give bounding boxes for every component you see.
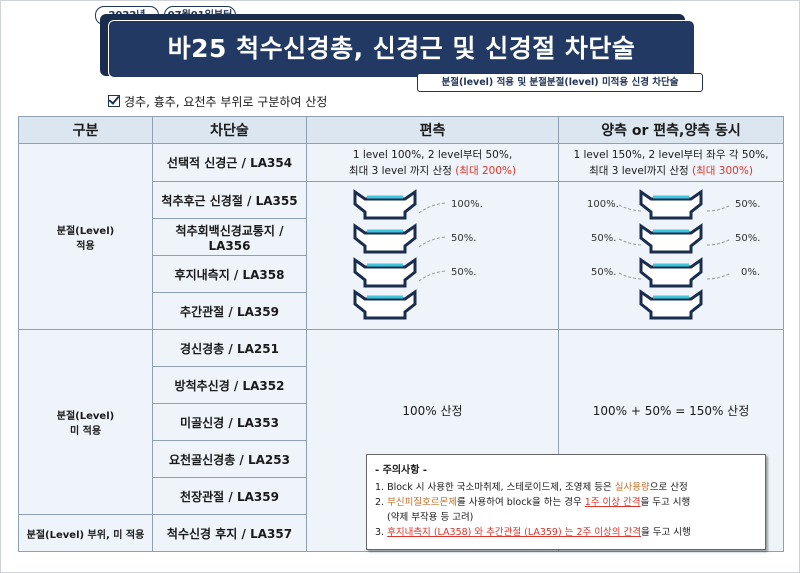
method-cell: 척추회백신경교통지 / LA356 bbox=[152, 218, 307, 256]
pct-label-right: 0%. bbox=[741, 267, 760, 278]
group-level-applied: 분절(Level) 적용 bbox=[18, 143, 153, 330]
subtitle-box: 분절(level) 적용 및 분절분절(level) 미적용 신경 차단술 bbox=[417, 73, 703, 92]
method-cell: 천장관절 / LA359 bbox=[152, 477, 307, 515]
vertebra-icon bbox=[353, 288, 417, 319]
caution-text: 을 두고 시행 bbox=[640, 497, 691, 508]
table-row: 척추회백신경교통지 / LA356 bbox=[19, 218, 784, 256]
header-method: 차단술 bbox=[152, 116, 307, 144]
caution-item-2-sub: (약제 부작용 등 고려) bbox=[387, 512, 474, 523]
group-label-sub: 미 적용 bbox=[69, 426, 102, 437]
caution-text: 을 두고 시행 bbox=[641, 527, 691, 538]
table-row: 미골신경 / LA353 bbox=[19, 403, 784, 441]
rule-line1: 1 level 150%, 2 level부터 좌우 각 50%, bbox=[573, 148, 769, 161]
rule-line1: 1 level 100%, 2 level부터 50%, bbox=[352, 148, 513, 161]
pointer-line bbox=[706, 204, 732, 211]
title-banner: 바25 척수신경총, 신경근 및 신경절 차단술 bbox=[108, 20, 695, 78]
bilateral-spine-diagram: 100%. 50%. 50%. 50%. 50%. 0%. bbox=[558, 181, 784, 330]
pct-label: 50%. bbox=[451, 267, 476, 278]
table-header-row: 구분 차단술 편측 양측 or 편측,양측 동시 bbox=[18, 116, 784, 144]
bilateral-rule: 1 level 150%, 2 level부터 좌우 각 50%, 최대 3 l… bbox=[558, 143, 784, 182]
pct-label: 50%. bbox=[451, 233, 476, 244]
table-row: 분절(Level) 적용 선택적 신경근 / LA354 1 level 100… bbox=[18, 143, 784, 330]
caution-highlight: 부신피질호르몬제 bbox=[387, 497, 458, 508]
vertebra-icon bbox=[353, 222, 417, 253]
vertebra-icon bbox=[639, 256, 703, 287]
caution-highlight: 1주 이상 간격 bbox=[584, 497, 641, 508]
caution-text: 으로 산정 bbox=[649, 482, 688, 493]
unilateral-rule: 1 level 100%, 2 level부터 50%, 최대 3 level … bbox=[306, 143, 559, 182]
unilateral-spine-diagram: 100%. 50%. 50%. bbox=[306, 181, 559, 330]
group-level-not-applied: 분절(Level) 미 적용 bbox=[18, 329, 153, 515]
method-cell: 척수신경 후지 / LA357 bbox=[152, 514, 307, 552]
pointer-line bbox=[418, 236, 446, 247]
header-unilateral: 편측 bbox=[306, 116, 559, 144]
method-cell: 경신경총 / LA251 bbox=[152, 329, 307, 367]
bilateral-nolevel-text: 100% + 50% = 150% 산정 bbox=[592, 404, 750, 418]
vertebra-icon bbox=[639, 288, 703, 319]
pct-label: 100%. bbox=[451, 199, 483, 210]
pointer-line bbox=[706, 272, 732, 279]
vertebra-icon bbox=[639, 188, 703, 219]
caution-text: 2. bbox=[375, 497, 388, 508]
group-label-sub: 적용 bbox=[76, 240, 95, 252]
spine-svg-unilateral: 100%. 50%. 50%. bbox=[353, 188, 483, 319]
pct-label-left: 50%. bbox=[591, 233, 616, 244]
table-row: 천장관절 / LA359 bbox=[19, 477, 784, 515]
caution-item-2: 2. 부신피질호르몬제를 사용하여 block을 하는 경우 1주 이상 간격을… bbox=[375, 495, 757, 510]
rule-max: (최대 200%) bbox=[455, 164, 517, 177]
caution-item-3: 3. 후지내측지 (LA358) 와 추간관절 (LA359) 는 2주 이상의… bbox=[375, 525, 757, 540]
table-row: 후지내측지 / LA358 bbox=[19, 255, 784, 293]
vertebra-icon bbox=[639, 222, 703, 253]
pct-label-left: 50%. bbox=[591, 267, 616, 278]
method-cell: 미골신경 / LA353 bbox=[152, 403, 307, 441]
table-row: 척추후근 신경절 / LA355 bbox=[19, 181, 784, 330]
group-label: 분절(Level) bbox=[56, 225, 115, 237]
scope-note: 경추, 흉추, 요천추 부위로 구분하여 산정 bbox=[108, 93, 327, 110]
caution-title: - 주의사항 - bbox=[375, 465, 428, 476]
method-cell: 척추후근 신경절 / LA355 bbox=[152, 181, 307, 219]
table-row: 요천골신경총 / LA253 bbox=[19, 440, 784, 478]
method-cell: 선택적 신경근 / LA354 bbox=[152, 143, 307, 182]
header-category: 구분 bbox=[18, 116, 153, 144]
table-row: 분절(Level) 부위, 미 적용 척수신경 후지 / LA357 bbox=[18, 514, 784, 552]
pct-label-right: 50%. bbox=[735, 199, 760, 210]
pointer-line bbox=[418, 270, 446, 281]
caution-text: 1. Block 시 사용한 국소마취제, 스테로이드제, 조영제 등은 bbox=[375, 482, 615, 493]
rule-line2: 최대 3 level 까지 산정 bbox=[348, 164, 456, 177]
vertebra-icon bbox=[353, 256, 417, 287]
checkbox-icon bbox=[108, 95, 120, 107]
caution-highlight: 후지내측지 (LA358) 와 추간관절 (LA359) 는 2주 이상의 간격 bbox=[387, 527, 641, 538]
caution-item-1: 1. Block 시 사용한 국소마취제, 스테로이드제, 조영제 등은 실사용… bbox=[375, 480, 757, 495]
unilateral-nolevel-text: 100% 산정 bbox=[402, 404, 463, 418]
caution-box: - 주의사항 - 1. Block 시 사용한 국소마취제, 스테로이드제, 조… bbox=[366, 454, 766, 550]
spine-svg-bilateral: 100%. 50%. 50%. 50%. 50%. 0%. bbox=[587, 188, 760, 319]
method-cell: 요천골신경총 / LA253 bbox=[152, 440, 307, 478]
header-bilateral: 양측 or 편측,양측 동시 bbox=[558, 116, 784, 144]
group-label: 분절(Level) bbox=[56, 411, 115, 422]
pointer-line bbox=[418, 202, 446, 213]
scope-note-text: 경추, 흉추, 요천추 부위로 구분하여 산정 bbox=[124, 95, 328, 109]
pointer-line bbox=[618, 204, 644, 211]
pct-label-right: 50%. bbox=[735, 233, 760, 244]
method-cell: 후지내측지 / LA358 bbox=[152, 255, 307, 293]
vertebra-icon bbox=[353, 188, 417, 219]
caution-text: 를 사용하여 block을 하는 경우 bbox=[457, 497, 585, 508]
caution-text: 3. bbox=[375, 527, 388, 538]
pointer-line bbox=[706, 238, 732, 245]
pct-label-left: 100%. bbox=[587, 199, 619, 210]
rule-max: (최대 300%) bbox=[692, 164, 753, 177]
method-cell: 추간관절 / LA359 bbox=[152, 292, 307, 330]
table-row: 분절(Level) 미 적용 경신경총 / LA251 100% 산정 100%… bbox=[18, 329, 784, 552]
rule-line2: 최대 3 level까지 산정 bbox=[589, 164, 693, 177]
pointer-line bbox=[618, 238, 644, 245]
caution-highlight: 실사용량 bbox=[614, 482, 650, 493]
page-title: 바25 척수신경총, 신경근 및 신경절 차단술 bbox=[167, 34, 636, 63]
method-cell: 방척추신경 / LA352 bbox=[152, 366, 307, 404]
group-level-site-not-applied: 분절(Level) 부위, 미 적용 bbox=[18, 514, 153, 552]
pointer-line bbox=[618, 272, 644, 279]
